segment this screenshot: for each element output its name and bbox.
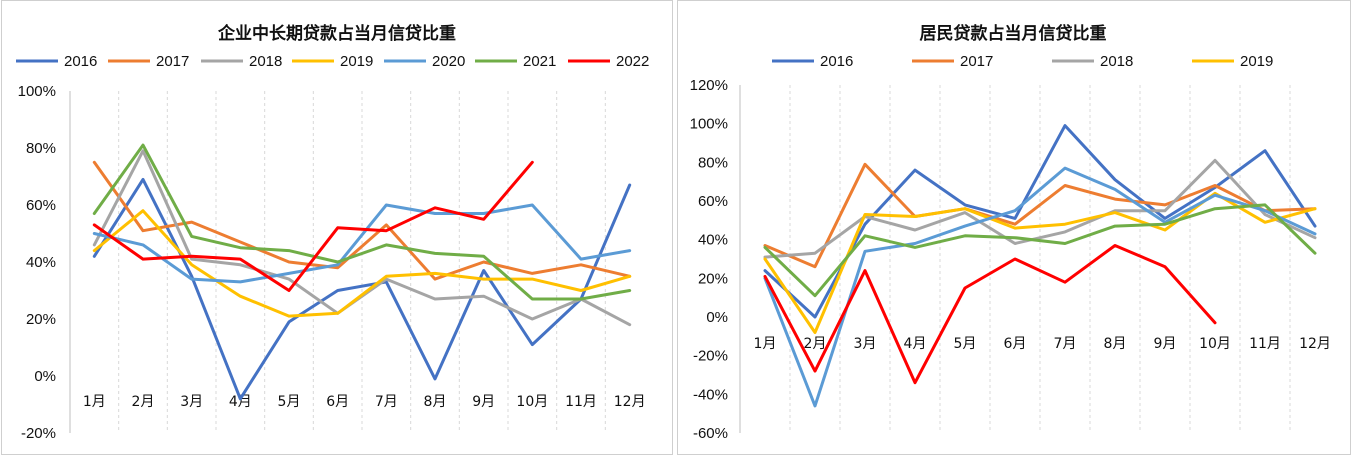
y-tick-label: 60%: [698, 193, 728, 210]
y-tick-label: -20%: [21, 425, 56, 442]
series-line-2021: [763, 203, 1317, 298]
x-category-label: 2月: [804, 336, 827, 352]
y-tick-label: 40%: [26, 254, 56, 271]
legend-label-2019: 2019: [1240, 53, 1273, 70]
x-category-label: 4月: [229, 394, 252, 410]
legend-label-2017: 2017: [156, 53, 189, 70]
x-category-label: 8月: [424, 394, 447, 410]
y-tick-label: 20%: [698, 270, 728, 287]
chart-title: 居民贷款占当月信贷比重: [920, 23, 1107, 44]
x-category-label: 5月: [954, 336, 977, 352]
series-line-2016: [92, 177, 632, 401]
legend-label-2018: 2018: [1100, 53, 1133, 70]
y-tick-label: 80%: [26, 140, 56, 157]
y-tick-label: -60%: [693, 425, 728, 442]
legend-label-2017: 2017: [960, 53, 993, 70]
x-category-label: 5月: [278, 394, 301, 410]
legend-label-2021: 2021: [523, 53, 556, 70]
series-line-2019: [763, 191, 1317, 334]
legend-label-2020: 2020: [432, 53, 465, 70]
legend-label-2022: 2022: [616, 53, 649, 70]
x-category-label: 10月: [516, 394, 548, 410]
chart-panel-household-loans: 居民贷款占当月信贷比重 2016 2017 2018 2019 -60% -40% -20% 0…: [677, 0, 1351, 455]
y-tick-label: 100%: [690, 116, 728, 133]
series-line-2022: [763, 244, 1217, 385]
x-category-label: 11月: [565, 394, 597, 410]
x-category-label: 3月: [180, 394, 203, 410]
x-category-label: 9月: [472, 394, 495, 410]
x-category-label: 11月: [1249, 336, 1281, 352]
x-category-label: 6月: [1004, 336, 1027, 352]
x-category-label: 12月: [614, 394, 646, 410]
legend-label-2016: 2016: [820, 53, 853, 70]
y-tick-label: 0%: [706, 309, 728, 326]
x-category-label: 6月: [326, 394, 349, 410]
x-category-label: 1月: [83, 394, 106, 410]
x-category-label: 8月: [1104, 336, 1127, 352]
y-tick-label: 60%: [26, 197, 56, 214]
y-tick-label: -40%: [693, 386, 728, 403]
household-loans-chart: 居民贷款占当月信贷比重 2016 2017 2018 2019 -60% -40% -20% 0…: [690, 23, 1331, 442]
y-tick-label: 120%: [690, 77, 728, 94]
x-category-label: 4月: [904, 336, 927, 352]
x-category-label: 3月: [854, 336, 877, 352]
x-category-label: 9月: [1154, 336, 1177, 352]
y-tick-label: 100%: [18, 83, 56, 100]
chart-title: 企业中长期贷款占当月信贷比重: [217, 23, 456, 44]
legend-label-2019: 2019: [340, 53, 373, 70]
series-line-2020: [763, 166, 1317, 408]
chart-panel-corporate-loans: 企业中长期贷款占当月信贷比重 2016 2017 2018 2019 2020 2021 20…: [1, 0, 673, 455]
corporate-loans-chart: 企业中长期贷款占当月信贷比重 2016 2017 2018 2019 2020 2021 20…: [16, 23, 649, 442]
series-line-2020: [92, 203, 632, 284]
x-category-label: 12月: [1299, 336, 1331, 352]
legend-label-2018: 2018: [249, 53, 282, 70]
x-category-label: 10月: [1199, 336, 1231, 352]
y-tick-label: 0%: [34, 368, 56, 385]
series-line-2018: [763, 158, 1317, 259]
x-category-label: 7月: [1054, 336, 1077, 352]
series-line-2017: [763, 162, 1317, 269]
x-category-label: 7月: [375, 394, 398, 410]
y-tick-label: 40%: [698, 232, 728, 249]
series-line-2021: [92, 143, 632, 301]
series-line-2022: [92, 160, 534, 292]
legend-label-2016: 2016: [64, 53, 97, 70]
series-line-2016: [763, 124, 1317, 319]
y-tick-label: -20%: [693, 348, 728, 365]
y-tick-label: 20%: [26, 311, 56, 328]
x-category-label: 2月: [132, 394, 155, 410]
y-tick-label: 80%: [698, 154, 728, 171]
x-category-label: 1月: [754, 336, 777, 352]
